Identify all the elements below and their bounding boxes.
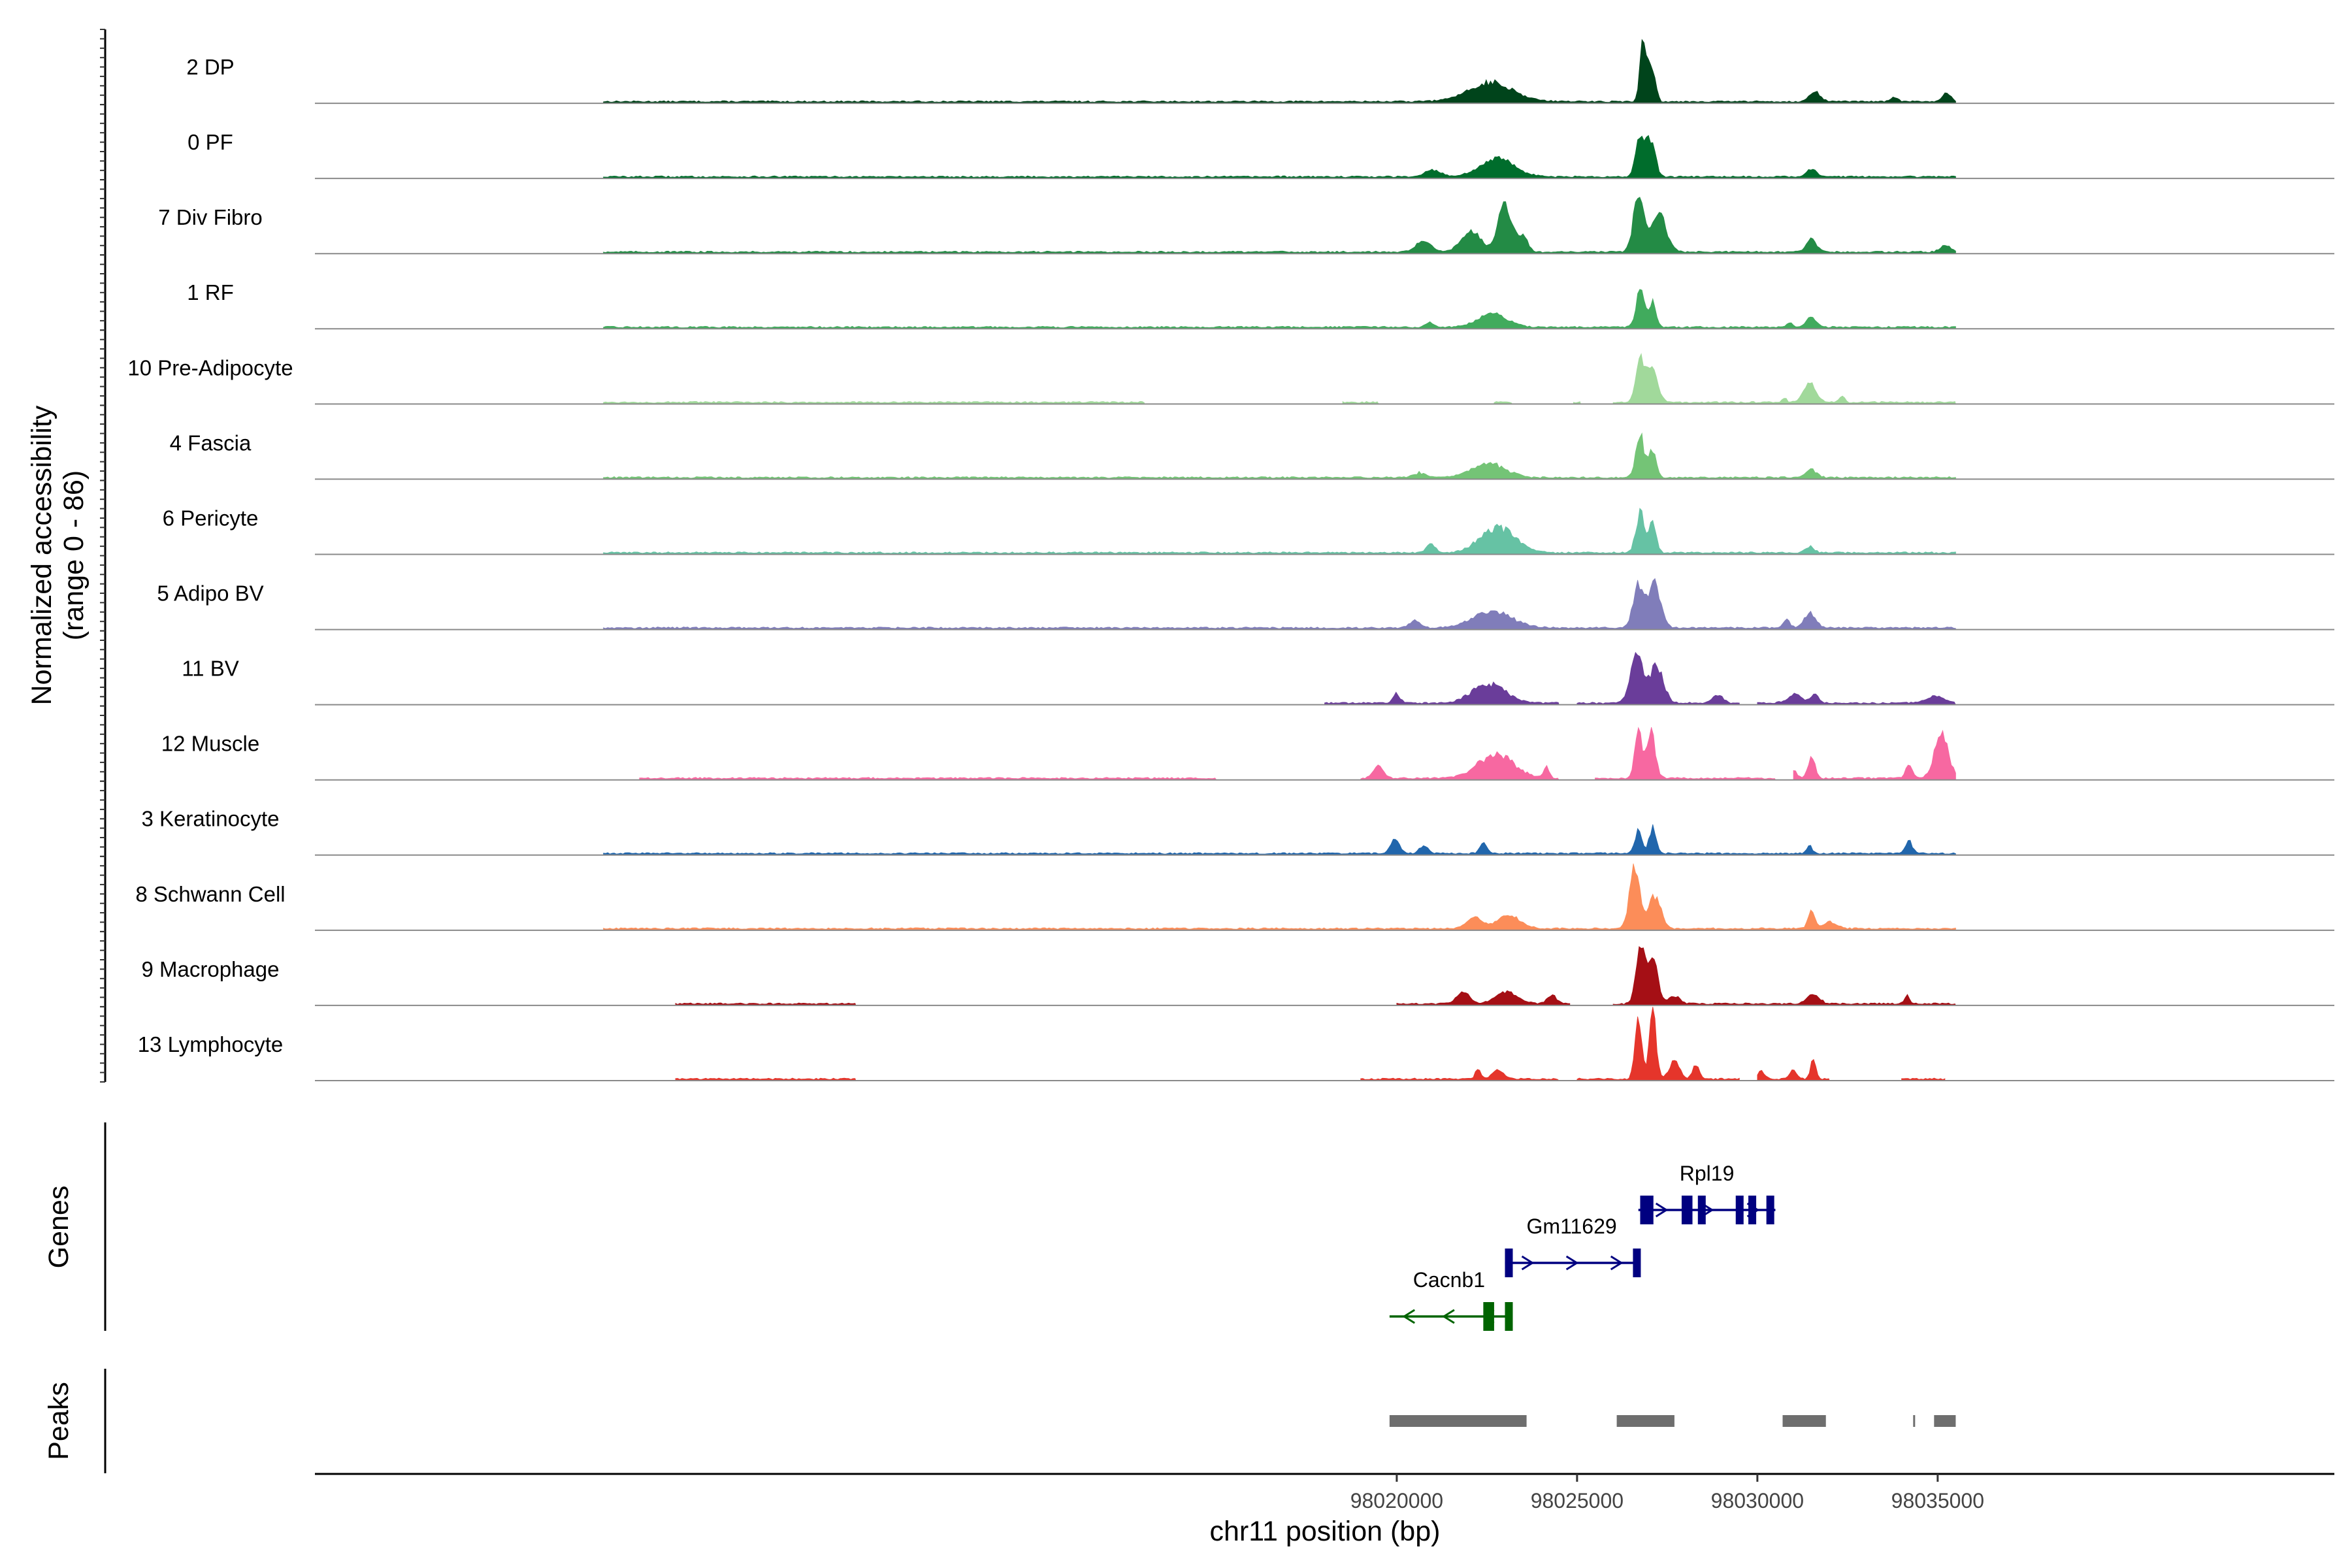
coverage-area-8-schwann-cell-0 — [603, 863, 1956, 931]
track-label-8-schwann-cell: 8 Schwann Cell — [135, 882, 285, 906]
track-4-fascia: 4 Fascia — [170, 431, 2334, 480]
coverage-area-9-macrophage-0 — [675, 1002, 857, 1006]
track-12-muscle: 12 Muscle — [161, 727, 2334, 781]
peak-bar-0 — [1389, 1415, 1527, 1427]
exon-cacnb1 — [1483, 1302, 1494, 1331]
strand-arrow — [1655, 1202, 1669, 1218]
gene-rpl19: Rpl19 — [1638, 1162, 1776, 1224]
coverage-area-0-pf-0 — [603, 135, 1956, 179]
track-10-pre-adipocyte: 10 Pre-Adipocyte — [127, 353, 2334, 405]
y-axis-range-label: (range 0 - 86) — [58, 470, 90, 641]
coverage-area-12-muscle-1 — [1360, 751, 1560, 781]
y-axis-title: Normalized accessibility — [26, 405, 57, 705]
track-0-pf: 0 PF — [188, 130, 2334, 180]
track-label-5-adipo-bv: 5 Adipo BV — [157, 581, 263, 606]
coverage-area-6-pericyte-0 — [603, 508, 1956, 555]
track-label-11-bv: 11 BV — [182, 657, 238, 681]
coverage-area-13-lymphocyte-1 — [1360, 1069, 1560, 1081]
gene-label-cacnb1: Cacnb1 — [1413, 1268, 1485, 1292]
exon-rpl19 — [1748, 1196, 1757, 1224]
coverage-area-3-keratinocyte-0 — [603, 824, 1956, 856]
track-label-12-muscle: 12 Muscle — [161, 732, 259, 756]
x-tick-label: 98030000 — [1711, 1489, 1804, 1512]
track-label-4-fascia: 4 Fascia — [170, 431, 252, 455]
coverage-area-11-bv-0 — [1324, 681, 1560, 705]
exon-rpl19 — [1735, 1196, 1744, 1224]
track-label-9-macrophage: 9 Macrophage — [142, 957, 280, 981]
track-1-rf: 1 RF — [187, 280, 2334, 330]
coverage-area-1-rf-0 — [603, 289, 1956, 329]
strand-arrow — [1521, 1255, 1535, 1271]
gene-models: Cacnb1 Gm11629 Rpl19 — [1389, 1162, 1776, 1331]
track-label-1-rf: 1 RF — [187, 280, 234, 304]
x-axis-title: chr11 position (bp) — [1210, 1516, 1441, 1547]
coverage-area-4-fascia-0 — [603, 432, 1956, 480]
coverage-area-11-bv-1 — [1576, 651, 1740, 705]
track-8-schwann-cell: 8 Schwann Cell — [135, 863, 2334, 931]
coverage-tracks: 2 DP 0 PF 7 Div Fibro 1 RF 10 Pre-Adipocyte 4… — [127, 39, 2334, 1081]
track-label-0-pf: 0 PF — [188, 130, 233, 154]
coverage-area-9-macrophage-1 — [1396, 990, 1571, 1006]
track-label-2-dp: 2 DP — [186, 55, 234, 79]
gene-label-gm11629: Gm11629 — [1527, 1215, 1617, 1238]
track-13-lymphocyte: 13 Lymphocyte — [138, 1007, 2334, 1081]
coverage-area-12-muscle-2 — [1595, 727, 1776, 781]
track-3-keratinocyte: 3 Keratinocyte — [142, 807, 2334, 856]
exon-rpl19 — [1697, 1196, 1706, 1224]
coverage-area-13-lymphocyte-2 — [1576, 1007, 1740, 1081]
strand-arrow — [1402, 1309, 1416, 1324]
track-6-pericyte: 6 Pericyte — [163, 506, 2334, 555]
x-axis-ticks: 98020000 98025000 98030000 98035000 — [1350, 1474, 1984, 1512]
genes-axis-title: Genes — [43, 1186, 74, 1269]
exon-cacnb1 — [1505, 1302, 1513, 1331]
track-9-macrophage: 9 Macrophage — [142, 946, 2334, 1006]
track-label-3-keratinocyte: 3 Keratinocyte — [142, 807, 280, 831]
coverage-area-5-adipo-bv-0 — [603, 578, 1956, 630]
coverage-area-10-pre-adipocyte-4 — [1612, 353, 1956, 404]
gene-label-rpl19: Rpl19 — [1680, 1162, 1735, 1185]
peaks-axis-title: Peaks — [43, 1382, 74, 1460]
x-tick-label: 98020000 — [1350, 1489, 1443, 1512]
track-label-6-pericyte: 6 Pericyte — [163, 506, 259, 530]
track-label-13-lymphocyte: 13 Lymphocyte — [138, 1032, 284, 1056]
peak-bar-1 — [1616, 1415, 1674, 1427]
gene-cacnb1: Cacnb1 — [1389, 1268, 1513, 1331]
gene-gm11629: Gm11629 — [1505, 1215, 1641, 1277]
exon-rpl19 — [1766, 1196, 1774, 1224]
track-5-adipo-bv: 5 Adipo BV — [157, 578, 2334, 630]
exon-rpl19 — [1681, 1196, 1693, 1224]
peak-regions — [1389, 1415, 1956, 1427]
coverage-area-7-div-fibro-0 — [603, 197, 1956, 254]
x-tick-label: 98035000 — [1891, 1489, 1984, 1512]
coverage-area-13-lymphocyte-3 — [1757, 1058, 1830, 1081]
peak-bar-4 — [1934, 1415, 1956, 1427]
peak-bar-3 — [1913, 1415, 1916, 1427]
strand-arrow — [1442, 1309, 1455, 1324]
exon-rpl19 — [1645, 1196, 1654, 1224]
coverage-area-9-macrophage-2 — [1612, 946, 1957, 1006]
strand-arrow — [1565, 1255, 1579, 1271]
track-2-dp: 2 DP — [186, 39, 2334, 105]
coverage-area-12-muscle-3 — [1793, 729, 1956, 781]
coverage-axis-ticks — [100, 29, 105, 1083]
exon-gm11629 — [1505, 1249, 1513, 1277]
strand-arrow — [1610, 1255, 1624, 1271]
track-label-10-pre-adipocyte: 10 Pre-Adipocyte — [127, 355, 293, 380]
track-label-7-div-fibro: 7 Div Fibro — [158, 205, 263, 229]
exon-gm11629 — [1633, 1249, 1641, 1277]
coverage-area-2-dp-0 — [603, 39, 1956, 104]
x-tick-label: 98025000 — [1531, 1489, 1624, 1512]
peak-bar-2 — [1782, 1415, 1826, 1427]
coverage-area-11-bv-2 — [1757, 693, 1957, 705]
track-7-div-fibro: 7 Div Fibro — [158, 197, 2334, 255]
track-11-bv: 11 BV — [182, 651, 2334, 706]
